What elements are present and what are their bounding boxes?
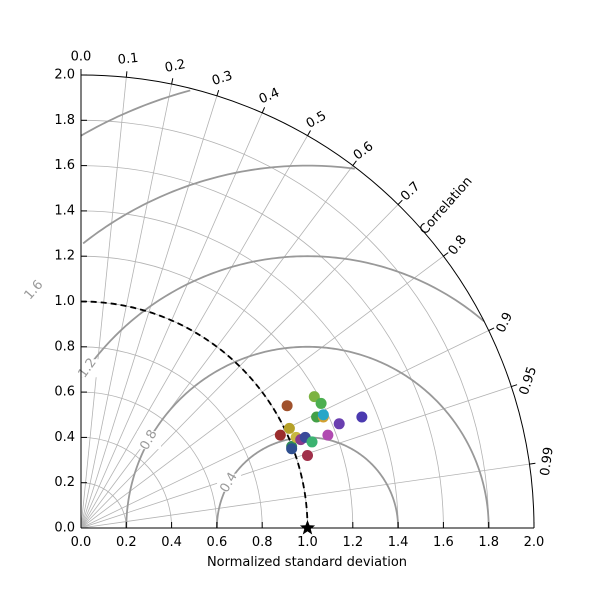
y-tick-label: 0.0: [54, 521, 75, 536]
rms-contours: 0.40.81.21.62.0: [21, 89, 490, 529]
data-point: [302, 450, 313, 462]
y-tick-label: 0.4: [54, 430, 75, 445]
rms-label-bg: [137, 431, 162, 450]
correlation-tick-label: 0.0: [71, 50, 92, 65]
std-grid-arc: [80, 346, 263, 529]
y-tick-label: 2.0: [54, 68, 75, 83]
outer-arc: [80, 74, 535, 529]
data-point: [322, 429, 334, 441]
std-grid-arc: [80, 165, 444, 529]
x-axis-label: Normalized standard deviation: [207, 555, 407, 570]
x-tick-label: 0.4: [161, 535, 182, 550]
data-point: [308, 391, 320, 403]
correlation-grid-line: [80, 95, 218, 529]
correlation-grid-line: [80, 135, 308, 529]
y-tick-label: 0.2: [54, 475, 75, 490]
correlation-tick-label: 0.9: [494, 310, 517, 335]
correlation-tick: [216, 89, 220, 97]
y-tick-label: 1.6: [54, 158, 75, 173]
correlation-tick: [307, 130, 311, 136]
y-tick-label: 0.6: [54, 385, 75, 400]
y-tick-label: 1.4: [54, 203, 75, 218]
rms-label-bg: [75, 359, 100, 378]
correlation-tick: [397, 199, 403, 205]
y-tick-label: 0.8: [54, 339, 75, 354]
rms-contour: [80, 255, 485, 378]
x-tick-label: 0.8: [252, 535, 273, 550]
correlation-tick-label: 0.6: [351, 139, 377, 163]
x-tick-label: 2.0: [524, 535, 545, 550]
correlation-tick-label: 0.95: [517, 365, 540, 397]
data-points: [274, 391, 368, 535]
y-tick-label: 1.2: [54, 249, 75, 264]
correlation-axis-label: Correlation: [417, 174, 476, 238]
correlation-tick-label: 0.99: [538, 446, 557, 477]
correlation-tick-label: 0.1: [117, 51, 139, 68]
correlation-tick: [261, 107, 266, 114]
x-tick-label: 0.2: [116, 535, 137, 550]
data-point: [306, 436, 318, 448]
rms-contour: [80, 89, 191, 137]
x-tick-label: 1.2: [342, 535, 363, 550]
correlation-tick: [443, 252, 449, 257]
correlation-tick: [488, 327, 495, 331]
correlation-tick: [352, 160, 357, 166]
x-tick-label: 0.6: [207, 535, 228, 550]
rms-contour: [82, 164, 355, 245]
correlation-tick: [125, 71, 128, 78]
correlation-grid-line: [80, 165, 354, 529]
x-tick-label: 1.6: [433, 535, 454, 550]
data-point: [281, 400, 293, 412]
correlation-tick-label: 0.8: [446, 233, 470, 259]
y-tick-label: 1.8: [54, 113, 75, 128]
std-grid-arc: [80, 255, 354, 529]
correlation-tick-label: 0.5: [304, 108, 329, 131]
correlation-tick: [529, 462, 536, 465]
data-point: [333, 418, 345, 430]
correlation-tick-label: 0.2: [164, 57, 187, 76]
x-tick-label: 0.0: [71, 535, 92, 550]
data-point: [274, 429, 286, 441]
correlation-tick-label: 0.3: [210, 68, 234, 89]
data-point: [283, 422, 295, 434]
data-point: [317, 409, 329, 421]
std-grid-arc: [80, 482, 127, 529]
rms-label-bg: [217, 473, 242, 492]
y-tick-label: 1.0: [54, 294, 75, 309]
correlation-tick-label: 0.4: [257, 85, 282, 107]
axis-ticks: 0.0 0.1 0.20.30.40.50.60.70.80.90.950.990.…: [54, 50, 556, 551]
rms-label-bg: [21, 281, 46, 300]
data-point: [315, 397, 327, 409]
std-grid-arc: [80, 391, 218, 529]
std-grid-arc: [80, 210, 399, 529]
x-tick-label: 1.0: [297, 535, 318, 550]
reference-std-arc: [80, 300, 309, 529]
x-tick-label: 1.8: [478, 535, 499, 550]
std-grid-arc: [80, 119, 490, 529]
data-point: [356, 411, 368, 423]
x-tick-label: 1.4: [388, 535, 409, 550]
correlation-tick: [171, 78, 174, 85]
correlation-tick: [511, 384, 518, 388]
data-point: [286, 443, 298, 455]
reference-star: [299, 520, 316, 535]
